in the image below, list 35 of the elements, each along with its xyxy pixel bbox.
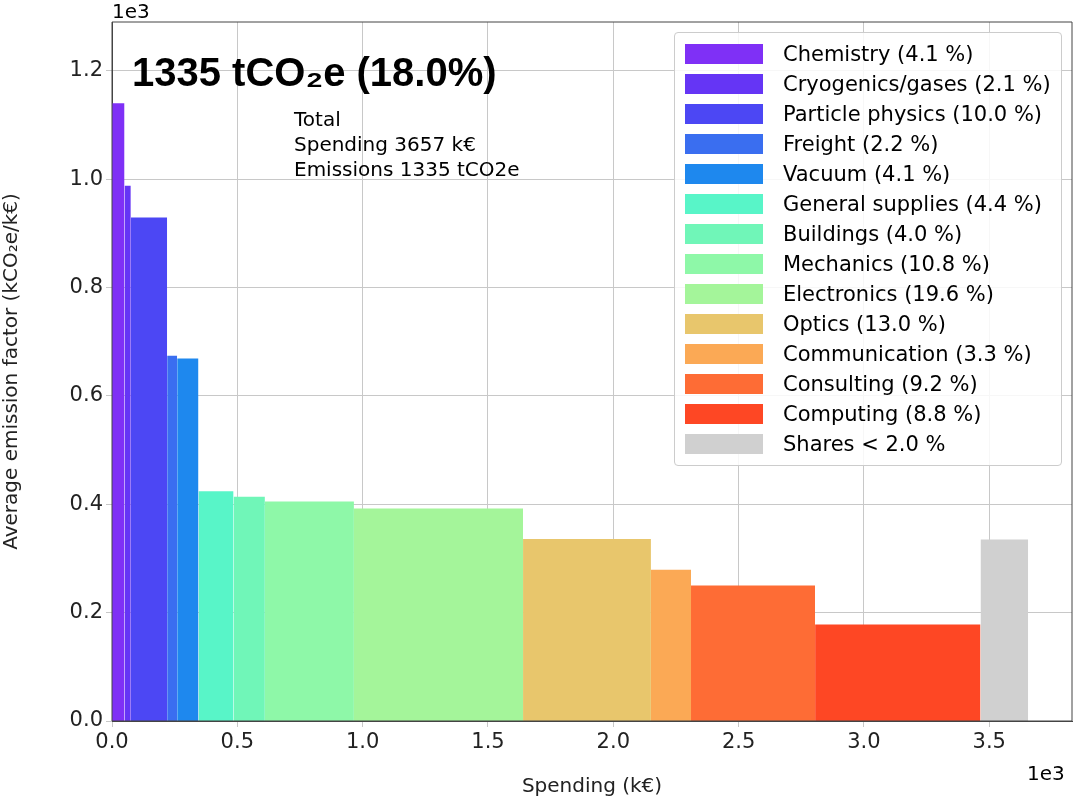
annotation: 1e3 — [112, 0, 150, 23]
legend-label: Shares < 2.0 % — [783, 432, 946, 456]
y-tick-label: 0.8 — [69, 273, 103, 298]
y-tick-label: 0.0 — [69, 707, 103, 732]
legend-label: Optics (13.0 %) — [783, 312, 946, 336]
x-tick-label: 0.0 — [95, 729, 129, 754]
annotation: Total Spending 3657 k€ Emissions 1335 tCO2e — [294, 107, 520, 182]
legend-label: Cryogenics/gases (2.1 %) — [783, 72, 1051, 96]
legend-label: Particle physics (10.0 %) — [783, 102, 1043, 126]
x-tick-label: 3.0 — [847, 729, 881, 754]
x-tick-label: 1.5 — [471, 729, 505, 754]
legend-label: Chemistry (4.1 %) — [783, 42, 974, 66]
legend-label: Computing (8.8 %) — [783, 402, 982, 426]
x-tick-label: 3.5 — [972, 729, 1006, 754]
text: 1335 tCO₂e (18.0%) — [132, 50, 497, 95]
y-tick-label: 0.6 — [69, 382, 103, 407]
y-tick-label: 0.4 — [69, 490, 103, 515]
legend-label: Communication (3.3 %) — [783, 342, 1032, 366]
y-axis-title: Average emission factor (kCO₂e/k€) — [0, 193, 23, 550]
y-tick-label: 0.2 — [69, 599, 103, 624]
text: 1e3 — [1027, 761, 1065, 785]
legend-label: Vacuum (4.1 %) — [783, 162, 951, 186]
x-axis-title: Spending (k€) — [521, 773, 663, 798]
legend-label: Consulting (9.2 %) — [783, 372, 978, 396]
y-tick-label: 1.2 — [69, 57, 103, 82]
x-tick-label: 2.0 — [596, 729, 631, 754]
x-tick-label: 1.0 — [345, 729, 380, 754]
legend-label: Electronics (19.6 %) — [783, 282, 994, 306]
x-tick-label: 2.5 — [721, 729, 756, 754]
legend-label: General supplies (4.4 %) — [783, 192, 1042, 216]
x-tick-label: 0.5 — [220, 729, 255, 754]
y-tick-label: 1.0 — [69, 165, 103, 190]
legend-label: Mechanics (10.8 %) — [783, 252, 990, 276]
legend-label: Buildings (4.0 %) — [783, 222, 963, 246]
legend-label: Freight (2.2 %) — [783, 132, 939, 156]
